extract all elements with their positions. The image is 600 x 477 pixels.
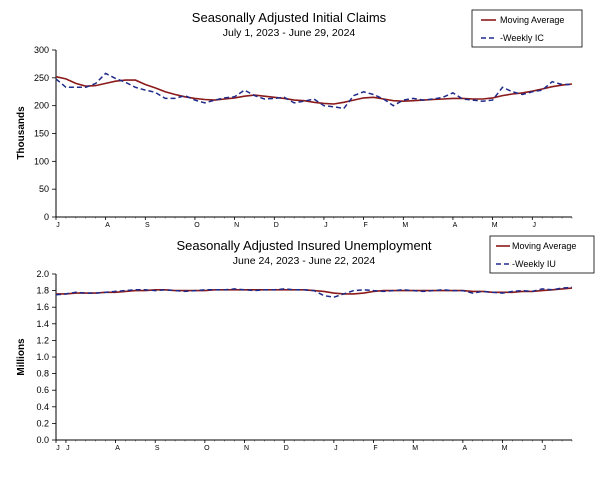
chart1-ytick-label: 50 [39,184,49,194]
chart1-ytick-label: 200 [34,101,49,111]
chart1-ytick-label: 150 [34,129,49,139]
chart1-legend-box [471,9,583,48]
chart1-xtick-label: M [402,222,408,229]
chart2-legend-weekly: -Weekly IU [512,259,556,269]
chart1-ytick-label: 100 [34,156,49,166]
chart2-xtick-label: J [334,445,338,452]
chart2-xtick-label: J [542,445,546,452]
chart2-title: Seasonally Adjusted Insured Unemployment [176,238,431,253]
chart2-subtitle: June 24, 2023 - June 22, 2024 [233,255,376,267]
chart1-ytick-label: 0 [44,212,49,222]
chart2-xtick-label: J [66,445,70,452]
chart2-ytick-label: 0.8 [36,369,49,379]
chart1-xtick-label: D [274,222,279,229]
chart2-legend-box [489,235,595,274]
chart1-ytick-label: 250 [34,73,49,83]
chart1-legend-weekly: -Weekly IC [500,33,544,43]
chart2-xtick-label: A [115,445,120,452]
chart2-ytick-label: 0.6 [36,385,49,395]
chart1-ylabel: Thousands [16,106,27,160]
chart1-xtick-label: M [492,222,498,229]
chart2-ytick-label: 1.2 [36,335,49,345]
chart2-ytick-label: 0.0 [36,435,49,445]
chart2-xtick-label: N [244,445,249,452]
chart2-ytick-label: 0.4 [36,402,49,412]
chart1-title: Seasonally Adjusted Initial Claims [192,10,387,25]
initial-claims-chart: Seasonally Adjusted Initial Claims July … [16,9,583,229]
chart2-ytick-label: 2.0 [36,269,49,279]
chart2-ylabel: Millions [16,338,27,376]
chart1-xtick-label: J [533,222,537,229]
chart2-xtick-label: M [412,445,418,452]
chart1-moving-average-line [55,75,573,105]
insured-unemployment-chart: Seasonally Adjusted Insured Unemployment… [16,235,595,452]
chart2-ytick-label: 1.4 [36,319,49,329]
chart1-xtick-label: J [324,222,328,229]
chart1-weekly-line [55,72,572,110]
chart2-xtick-label: M [502,445,508,452]
chart1-xtick-label: J [56,222,60,229]
chart2-legend: Moving Average -Weekly IU [489,235,595,274]
chart2-xtick-label: D [284,445,289,452]
chart2-legend-ma: Moving Average [512,241,576,251]
chart1-legend: Moving Average -Weekly IC [471,9,583,48]
chart2-xtick-label: O [204,445,210,452]
chart1-xtick-label: F [363,222,367,229]
chart1-xtick-label: O [194,222,200,229]
chart2-ytick-label: 1.6 [36,302,49,312]
chart2-ytick-label: 1.0 [36,352,49,362]
chart2-xtick-label: S [155,445,160,452]
chart1-xtick-label: A [105,222,110,229]
chart2-xtick-label: J [56,445,60,452]
chart2-xtick-label: A [463,445,468,452]
chart2-xtick-label: F [373,445,377,452]
chart1-legend-ma: Moving Average [500,15,564,25]
chart1-ytick-label: 300 [34,45,49,55]
chart1-subtitle: July 1, 2023 - June 29, 2024 [223,27,356,39]
chart2-weekly-line [55,286,573,298]
chart2-ytick-label: 0.2 [36,418,49,428]
chart1-xtick-label: S [145,222,150,229]
chart1-xtick-label: A [453,222,458,229]
chart2-ytick-label: 1.8 [36,286,49,296]
chart1-xtick-label: N [234,222,239,229]
